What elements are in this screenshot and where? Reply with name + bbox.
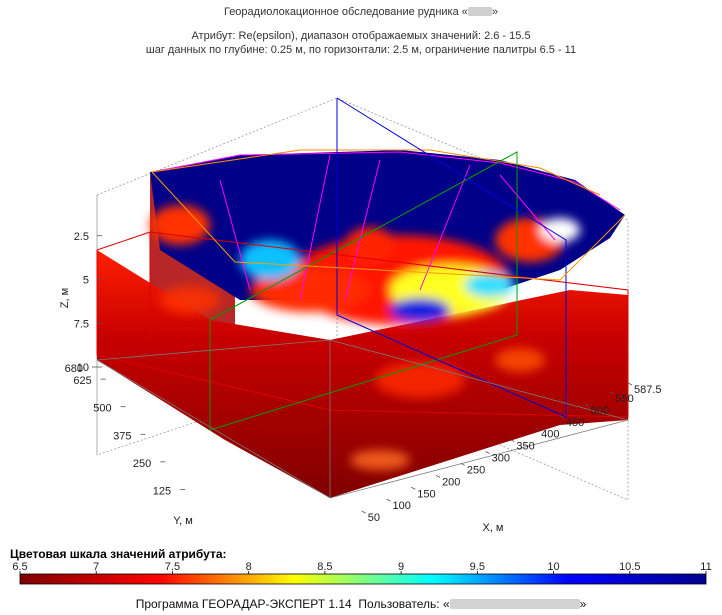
x-axis-tick xyxy=(361,510,366,514)
step-line: шаг данных по глубине: 0.25 м, по горизо… xyxy=(145,44,577,56)
green-slice-plane xyxy=(209,151,518,431)
x-axis-tick-label: 587.5 xyxy=(634,384,662,396)
z-axis-tick-label: 5 xyxy=(83,275,89,287)
x-axis-tick xyxy=(510,439,515,442)
colorbar-tick-label: 7 xyxy=(93,562,99,573)
x-axis-tick xyxy=(460,463,466,466)
attribute-line: Атрибут: Re(epsilon), диапазон отображае… xyxy=(191,30,531,42)
x-axis-tick-label: 50 xyxy=(368,512,380,524)
x-axis-tick-label: 450 xyxy=(566,417,584,429)
z-axis-label: Z, м xyxy=(59,288,71,308)
x-axis-tick xyxy=(411,486,416,490)
y-axis-tick-label: 680 xyxy=(65,363,83,375)
x-axis-label: X, м xyxy=(482,522,503,534)
blue-slice-plane xyxy=(336,97,567,418)
x-axis-tick xyxy=(559,415,565,419)
x-axis-tick xyxy=(534,427,540,431)
colorbar-gradient xyxy=(19,573,707,585)
main-title: Георадиолокационное обследование рудника… xyxy=(223,6,499,18)
colorbar-tick-label: 11 xyxy=(700,562,711,573)
y-axis-tick-label: 125 xyxy=(153,485,171,497)
x-axis-tick xyxy=(627,382,633,386)
z-axis-tick-label: 10 xyxy=(77,362,89,374)
y-axis-tick-label: 500 xyxy=(93,403,111,415)
y-axis-tick-label: 250 xyxy=(133,458,151,470)
censored-user xyxy=(449,599,580,609)
colorbar-tick-label: 7.5 xyxy=(165,562,180,573)
colorbar-tick-label: 10.5 xyxy=(619,562,640,573)
colorbar-tick-label: 10 xyxy=(547,562,559,573)
censored-name xyxy=(467,7,492,16)
x-axis-tick xyxy=(584,403,589,407)
x-axis-tick xyxy=(485,451,490,454)
z-axis: 2.5 5 7.5 10 xyxy=(74,231,102,374)
x-axis-tick xyxy=(435,474,441,478)
x-axis-tick-label: 150 xyxy=(417,488,435,500)
colorbar-tick-label: 9 xyxy=(398,562,404,573)
footer: Программа ГЕОРАДАР-ЭКСПЕРТ 1.14 Пользова… xyxy=(135,597,587,611)
z-axis-tick-label: 2.5 xyxy=(74,231,89,243)
orange-slice-plane xyxy=(151,171,626,281)
x-axis-tick-label: 100 xyxy=(393,500,411,512)
y-axis-tick-label: 375 xyxy=(113,430,131,442)
colorbar: 6.5 7 7.5 8 8.5 9 9.5 10 10.5 11 xyxy=(12,562,712,585)
x-axis-tick-label: 350 xyxy=(516,441,534,453)
x-axis-tick-label: 500 xyxy=(591,405,609,417)
colorbar-tick-label: 6.5 xyxy=(12,562,27,573)
x-axis-tick-label: 550 xyxy=(615,393,633,405)
y-axis-label: Y, м xyxy=(173,515,193,527)
x-axis-tick-label: 400 xyxy=(541,429,559,441)
data-volume xyxy=(97,149,628,498)
z-axis-tick-label: 7.5 xyxy=(74,318,89,330)
red-slice-plane xyxy=(96,231,629,418)
x-axis-tick xyxy=(609,391,614,395)
y-axis-tick-label: 625 xyxy=(73,375,91,387)
colorbar-tick-label: 9.5 xyxy=(470,562,485,573)
colorbar-tick-label: 8.5 xyxy=(317,562,332,573)
x-axis-tick-label: 300 xyxy=(492,453,510,465)
x-axis-tick-label: 250 xyxy=(467,464,485,476)
colorbar-label: Цветовая шкала значений атрибута: xyxy=(10,547,227,561)
colorbar-tick-label: 8 xyxy=(246,562,252,573)
x-axis-tick-label: 200 xyxy=(442,476,460,488)
x-axis-tick xyxy=(386,498,391,502)
